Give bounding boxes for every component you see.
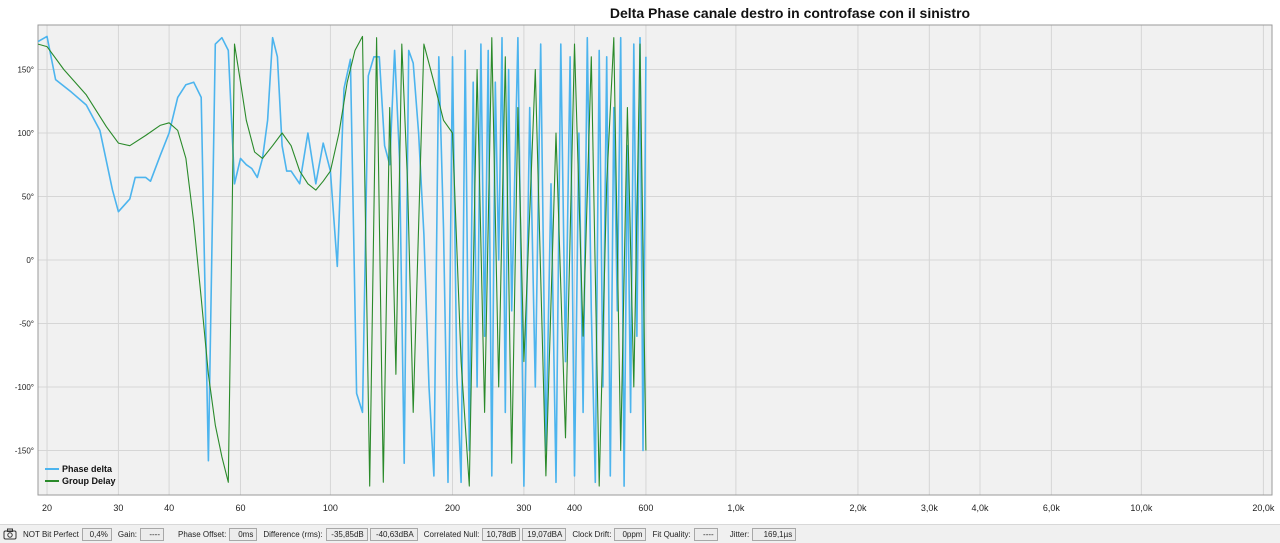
series-line-group-delay [38, 35, 647, 487]
camera-icon[interactable] [3, 528, 17, 540]
phase-chart: Delta Phase canale destro in controfase … [14, 5, 1275, 513]
fit-quality-label: Fit Quality: [652, 529, 691, 539]
x-tick-label: 200 [445, 503, 460, 513]
chart-title: Delta Phase canale destro in controfase … [610, 5, 970, 21]
x-tick-label: 2,0k [849, 503, 867, 513]
grid [37, 24, 1273, 496]
x-tick-label: 20 [42, 503, 52, 513]
y-axis: 150° 100° 50° 0° -50° -100° -150° [15, 65, 34, 455]
legend-label-group-delay: Group Delay [62, 476, 116, 486]
x-tick-label: 4,0k [971, 503, 989, 513]
y-tick-label: 150° [17, 65, 34, 74]
correlated-null-value-db: 10,78dB [482, 527, 521, 541]
x-tick-label: 40 [164, 503, 174, 513]
phase-offset-label: Phase Offset: [178, 529, 227, 539]
x-tick-label: 20,0k [1252, 503, 1275, 513]
clock-drift-value: 0ppm [614, 527, 647, 541]
difference-value-db: -35,85dB [325, 527, 368, 541]
x-tick-label: 600 [638, 503, 653, 513]
correlated-null-value-dba: 19,07dBA [522, 527, 567, 541]
correlated-null-label: Correlated Null: [423, 529, 480, 539]
x-tick-label: 3,0k [921, 503, 939, 513]
x-tick-label: 100 [323, 503, 338, 513]
series-group [38, 35, 647, 487]
plot-border [37, 24, 1273, 496]
clock-drift-label: Clock Drift: [572, 529, 612, 539]
y-tick-label: 0° [26, 256, 34, 265]
x-tick-label: 60 [235, 503, 245, 513]
y-tick-label: 50° [22, 192, 34, 201]
y-tick-label: 100° [17, 129, 34, 138]
x-tick-label: 300 [516, 503, 531, 513]
x-tick-label: 1,0k [727, 503, 745, 513]
fit-quality-value: ---- [693, 527, 718, 541]
x-tick-label: 6,0k [1043, 503, 1061, 513]
x-axis: 20 30 40 60 100 200 300 400 600 1,0k 2,0k 3,0k 4,0k 6… [42, 503, 1275, 513]
gain-value: ---- [140, 527, 164, 541]
jitter-label: Jitter: [729, 529, 750, 539]
status-bar: NOT Bit Perfect 0,4% Gain: ---- Phase Of… [0, 524, 1280, 543]
gain-label: Gain: [117, 529, 137, 539]
difference-value-dba: -40,63dBA [369, 527, 418, 541]
phase-offset-value: 0ms [229, 527, 258, 541]
jitter-value: 169,1µs [752, 527, 797, 541]
series-line-phase-delta [38, 35, 647, 487]
y-tick-label: -100° [15, 383, 34, 392]
x-tick-label: 30 [113, 503, 123, 513]
y-tick-label: -150° [15, 447, 34, 456]
bit-perfect-label: NOT Bit Perfect [23, 529, 79, 539]
x-tick-label: 10,0k [1130, 503, 1153, 513]
legend-label-phase-delta: Phase delta [62, 464, 113, 474]
difference-label: Difference (rms): [263, 529, 323, 539]
legend: Phase delta Group Delay [45, 464, 116, 486]
y-tick-label: -50° [19, 320, 34, 329]
x-tick-label: 400 [567, 503, 582, 513]
bit-perfect-value: 0,4% [81, 527, 112, 541]
